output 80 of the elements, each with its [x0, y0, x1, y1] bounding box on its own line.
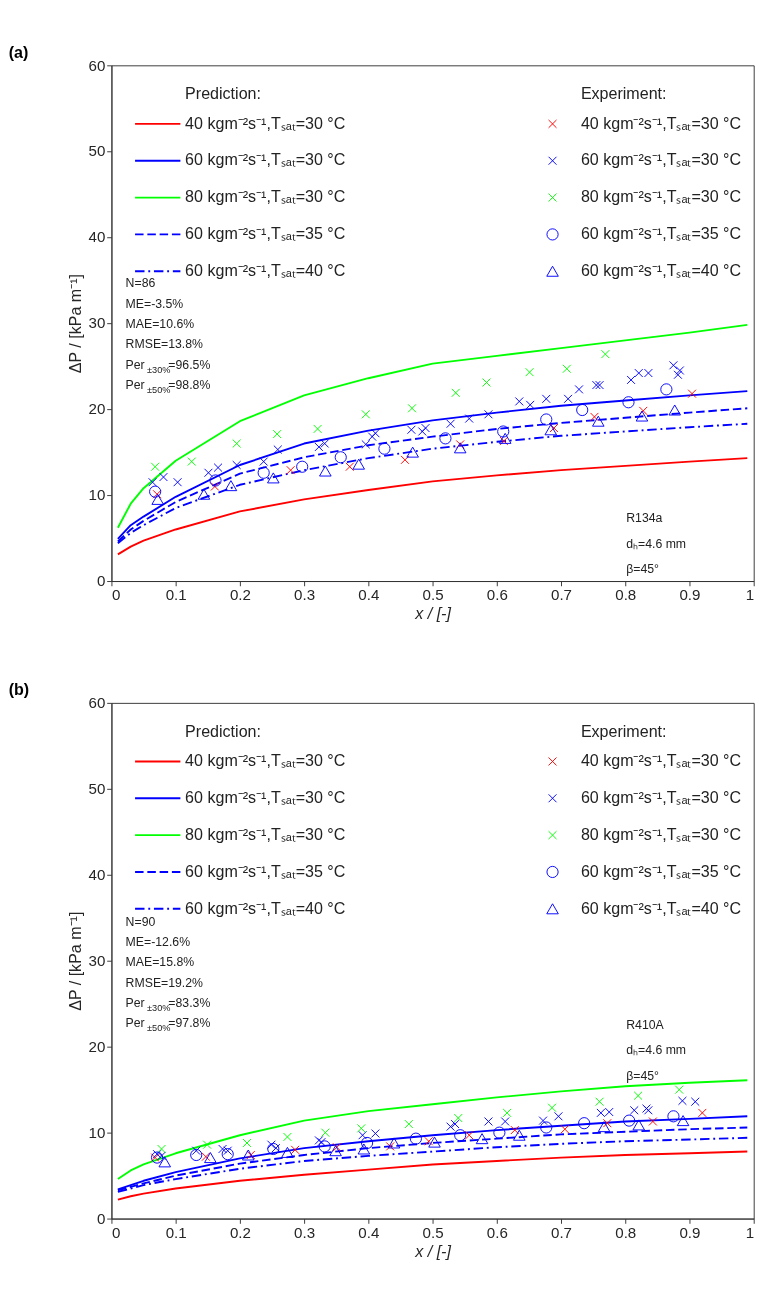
x-axis-title: x / [-] [414, 1241, 452, 1260]
annotation: MAE=10.6% [125, 316, 195, 331]
legend-label: 40 kgm⁻²s⁻¹,Tₛₐₜ=30 °C [185, 751, 346, 770]
annotation: Prediction: [185, 84, 261, 103]
y-axis-title: ΔP / [kPa m⁻¹] [65, 911, 84, 1011]
x-tick-label: 0.8 [615, 1223, 637, 1241]
annotation: N=90 [125, 914, 156, 929]
legend-label: 60 kgm⁻²s⁻¹,Tₛₐₜ=30 °C [580, 150, 742, 169]
annotation: N=86 [125, 276, 156, 291]
y-tick-label: 60 [88, 56, 106, 74]
legend-label: 60 kgm⁻²s⁻¹,Tₛₐₜ=35 °C [580, 861, 742, 880]
annotation: β=45° [626, 562, 660, 577]
legend-label: 60 kgm⁻²s⁻¹,Tₛₐₜ=30 °C [185, 788, 346, 807]
y-tick-label: 20 [88, 1037, 106, 1055]
x-tick-label: 0.3 [294, 1223, 316, 1241]
y-tick-label: 60 [88, 694, 106, 712]
y-tick-label: 0 [96, 1209, 106, 1227]
y-tick-label: 10 [88, 1123, 106, 1141]
annotation: ME=-12.6% [125, 935, 191, 950]
y-tick-label: 50 [88, 780, 106, 798]
y-tick-label: 10 [88, 486, 106, 504]
y-tick-label: 0 [96, 572, 106, 590]
y-tick-label: 50 [88, 142, 106, 160]
x-tick-label: 0.6 [486, 586, 508, 604]
x-tick-label: 0.4 [358, 1223, 380, 1241]
legend-label: 80 kgm⁻²s⁻¹,Tₛₐₜ=30 °C [185, 187, 346, 206]
legend-label: 80 kgm⁻²s⁻¹,Tₛₐₜ=30 °C [580, 187, 742, 206]
x-tick-label: 0.2 [229, 586, 251, 604]
annotation: RMSE=13.8% [125, 337, 204, 352]
annotation: Experiment: [580, 84, 667, 103]
x-tick-label: 0.9 [679, 586, 701, 604]
annotation: β=45° [626, 1068, 660, 1083]
x-tick-label: 1 [745, 1223, 755, 1241]
y-tick-label: 30 [88, 951, 106, 969]
y-tick-label: 20 [88, 400, 106, 418]
annotation: dₕ=4.6 mm [626, 536, 687, 551]
legend-label: 60 kgm⁻²s⁻¹,Tₛₐₜ=40 °C [580, 260, 742, 279]
x-tick-label: 0.8 [615, 586, 637, 604]
legend-label: 40 kgm⁻²s⁻¹,Tₛₐₜ=30 °C [185, 113, 346, 132]
chart-title: (b) [8, 680, 30, 699]
x-tick-label: 0.1 [165, 586, 187, 604]
annotation: RMSE=19.2% [125, 975, 204, 990]
legend-label: 60 kgm⁻²s⁻¹,Tₛₐₜ=30 °C [580, 788, 742, 807]
y-tick-label: 30 [88, 314, 106, 332]
x-tick-label: 0.4 [358, 586, 380, 604]
chart-title: (a) [8, 42, 29, 61]
x-tick-label: 0.7 [551, 586, 573, 604]
legend-label: 80 kgm⁻²s⁻¹,Tₛₐₜ=30 °C [580, 824, 742, 843]
y-axis-title: ΔP / [kPa m⁻¹] [65, 274, 84, 374]
x-tick-label: 0.5 [422, 586, 444, 604]
legend-label: 40 kgm⁻²s⁻¹,Tₛₐₜ=30 °C [580, 113, 742, 132]
legend-label: 60 kgm⁻²s⁻¹,Tₛₐₜ=30 °C [185, 150, 346, 169]
x-tick-label: 0.3 [294, 586, 316, 604]
legend-label: 60 kgm⁻²s⁻¹,Tₛₐₜ=35 °C [185, 861, 346, 880]
x-tick-label: 0.5 [422, 1223, 444, 1241]
x-tick-label: 0.2 [229, 1223, 251, 1241]
x-tick-label: 1 [745, 586, 755, 604]
legend-label: 60 kgm⁻²s⁻¹,Tₛₐₜ=40 °C [185, 898, 346, 917]
x-tick-label: 0.9 [679, 1223, 701, 1241]
x-tick-label: 0.7 [551, 1223, 573, 1241]
annotation: Experiment: [580, 721, 667, 740]
legend-label: 60 kgm⁻²s⁻¹,Tₛₐₜ=40 °C [185, 260, 346, 279]
x-tick-label: 0 [111, 586, 121, 604]
annotation: Prediction: [185, 721, 261, 740]
legend-label: 80 kgm⁻²s⁻¹,Tₛₐₜ=30 °C [185, 824, 346, 843]
legend-label: 60 kgm⁻²s⁻¹,Tₛₐₜ=40 °C [580, 898, 742, 917]
x-tick-label: 0.1 [165, 1223, 187, 1241]
legend-label: 40 kgm⁻²s⁻¹,Tₛₐₜ=30 °C [580, 751, 742, 770]
y-tick-label: 40 [88, 228, 106, 246]
annotation: MAE=15.8% [125, 955, 195, 970]
legend-label: 60 kgm⁻²s⁻¹,Tₛₐₜ=35 °C [580, 224, 742, 243]
annotation: dₕ=4.6 mm [626, 1043, 687, 1058]
x-tick-label: 0 [111, 1223, 121, 1241]
y-tick-label: 40 [88, 865, 106, 883]
x-axis-title: x / [-] [414, 604, 452, 623]
annotation: R134a [626, 511, 663, 526]
x-tick-label: 0.6 [486, 1223, 508, 1241]
annotation: ME=-3.5% [125, 296, 184, 311]
annotation: R410A [626, 1017, 665, 1032]
legend-label: 60 kgm⁻²s⁻¹,Tₛₐₜ=35 °C [185, 224, 346, 243]
